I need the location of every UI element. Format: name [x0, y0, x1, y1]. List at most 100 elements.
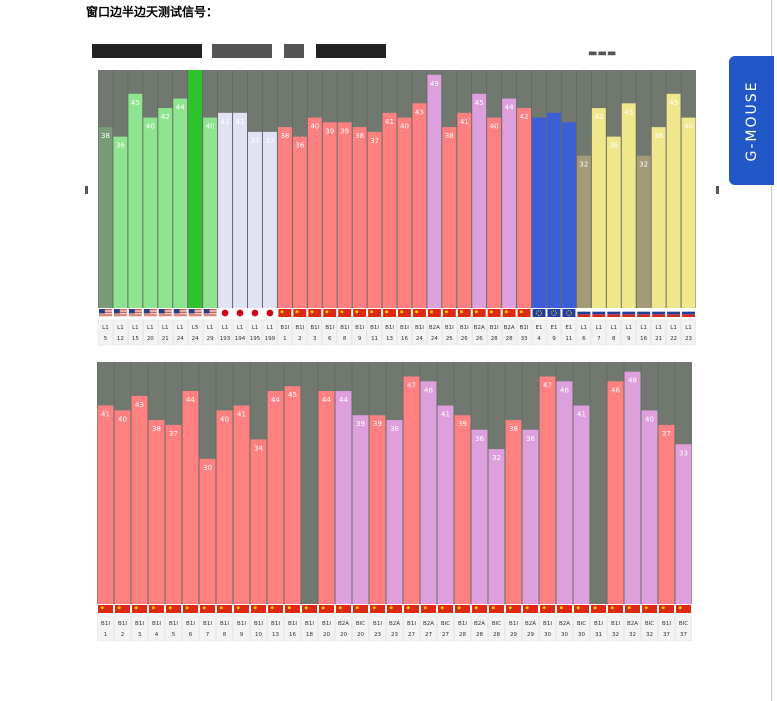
- flag-field: [368, 309, 382, 317]
- flag-icon: [532, 309, 546, 317]
- flag-icon: [682, 309, 695, 317]
- flag-star: [355, 606, 359, 610]
- tick-label-band: B1I: [662, 621, 671, 627]
- tick-cell: [217, 319, 233, 346]
- bar-value-label: 38: [152, 425, 161, 433]
- flag-stripe: [203, 313, 217, 315]
- tick-cell: [621, 319, 636, 346]
- flag-stripe: [577, 311, 591, 315]
- bar: [233, 405, 250, 604]
- bar: [607, 381, 624, 604]
- tick-cell: [556, 615, 573, 642]
- flag-icon: [487, 309, 501, 317]
- flag-stripe: [652, 311, 666, 315]
- flag-stripe: [188, 312, 202, 313]
- flag-icon: [607, 309, 621, 317]
- flag-field: [319, 605, 334, 613]
- bar: [199, 458, 216, 604]
- bar: [337, 122, 352, 308]
- tick-label-band: L1: [147, 325, 154, 331]
- flag-star: [168, 606, 172, 610]
- flag-icon: [336, 605, 351, 613]
- tick-cell: [250, 615, 267, 642]
- bar: [532, 117, 546, 308]
- flag-icon: [421, 605, 436, 613]
- tick-label-band: B2A: [338, 621, 349, 627]
- tick-label-prn: 13: [272, 632, 279, 638]
- tick-label-prn: 24: [416, 336, 423, 342]
- tick-label-band: E1: [565, 325, 572, 331]
- flag-icon: [667, 309, 681, 317]
- tick-label-band: B1I: [400, 325, 409, 331]
- tick-label-band: B1I: [415, 325, 424, 331]
- flag-stripe: [128, 315, 142, 317]
- flag-field: [302, 605, 317, 613]
- bar-value-label: 33: [679, 449, 688, 457]
- bar: [427, 74, 442, 308]
- bar-value-label: 38: [355, 132, 364, 140]
- flag-icon: [99, 309, 112, 317]
- flag-star: [627, 606, 631, 610]
- flag-field: [455, 605, 470, 613]
- bar-value-label: 44: [186, 396, 195, 404]
- flag-star: [525, 606, 529, 610]
- tick-label-prn: 3: [138, 632, 142, 638]
- tick-label-prn: 1: [283, 336, 287, 342]
- bar: [487, 117, 502, 308]
- tick-label-band: B2A: [389, 621, 400, 627]
- g-mouse-badge[interactable]: G-MOUSE: [729, 56, 774, 185]
- tick-label-prn: 23: [685, 336, 692, 342]
- flag-disc: [236, 309, 244, 317]
- tick-cell: [148, 615, 165, 642]
- tick-label-prn: 4: [155, 632, 159, 638]
- flag-field: [659, 605, 674, 613]
- tick-label-prn: 3: [313, 336, 317, 342]
- flag-stripe: [158, 310, 172, 312]
- flag-stripe: [607, 314, 621, 317]
- flag-field: [523, 605, 538, 613]
- flag-field: [472, 309, 486, 317]
- tick-cell: [382, 319, 397, 346]
- tick-cell: [442, 319, 457, 346]
- flag-field: [387, 605, 402, 613]
- flag-field: [502, 309, 516, 317]
- bar-value-label: 44: [176, 104, 185, 112]
- flag-field: [285, 605, 300, 613]
- flag-field: [457, 309, 471, 317]
- flag-star: [504, 310, 508, 314]
- signal-chart-bottom: 41B1I140B1I243B1I338B1I437B1I544B1I630B1…: [97, 362, 692, 642]
- tick-cell: [454, 615, 471, 642]
- flag-field: [338, 309, 352, 317]
- tick-cell: [97, 615, 114, 642]
- flag-icon: [438, 605, 453, 613]
- tick-cell: [675, 615, 692, 642]
- tick-label-prn: 1: [104, 632, 108, 638]
- tick-label-prn: 9: [240, 632, 244, 638]
- bar-value-label: 41: [460, 118, 469, 126]
- flag-stripe: [203, 312, 217, 313]
- tick-label-prn: 6: [582, 336, 586, 342]
- bar-value-label: 34: [254, 444, 263, 452]
- flag-field: [293, 309, 307, 317]
- tick-label-band: E1: [536, 325, 543, 331]
- tick-label-band: L1: [610, 325, 617, 331]
- tick-cell: [199, 615, 216, 642]
- flag-icon: [404, 605, 419, 613]
- bar: [576, 155, 591, 308]
- tick-label-band: L1: [670, 325, 677, 331]
- flag-field: [562, 309, 576, 317]
- flag-field: [217, 605, 232, 613]
- tick-cell: [352, 319, 367, 346]
- tick-label-band: L1: [596, 325, 603, 331]
- tick-cell: [307, 319, 323, 346]
- bar-value-label: 40: [645, 415, 654, 423]
- tick-label-band: B1I: [520, 325, 529, 331]
- flag-field: [442, 309, 456, 317]
- tick-cell: [301, 615, 318, 642]
- flag-stripe: [113, 315, 127, 317]
- tick-label-band: B1I: [322, 621, 331, 627]
- bar-value-label: 42: [161, 113, 170, 121]
- tick-label-band: BIC: [356, 621, 365, 627]
- tick-label-prn: 22: [670, 336, 677, 342]
- tick-label-band: L1: [162, 325, 169, 331]
